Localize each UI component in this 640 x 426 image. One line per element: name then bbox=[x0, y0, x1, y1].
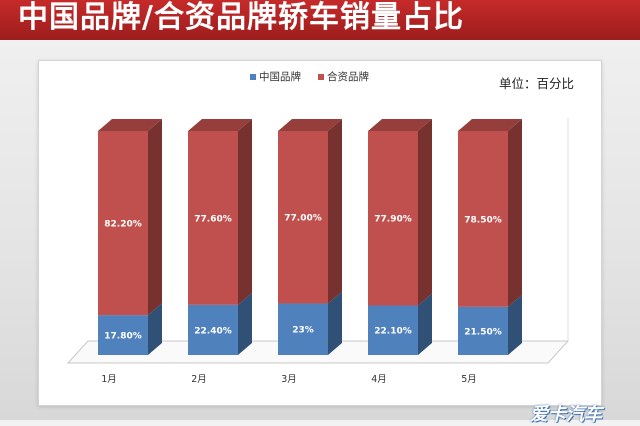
data-label-jv-1: 82.20% bbox=[104, 220, 142, 230]
bar-side-jv-3 bbox=[328, 119, 342, 304]
page-title: 中国品牌/合资品牌轿车销量占比 bbox=[18, 0, 464, 35]
bar-side-jv-5 bbox=[508, 119, 522, 307]
data-label-jv-3: 77.00% bbox=[284, 214, 322, 224]
bar-side-china-5 bbox=[508, 294, 522, 355]
bar-side-china-2 bbox=[238, 292, 252, 355]
bar-side-jv-1 bbox=[148, 119, 162, 316]
bar-jv-4 bbox=[368, 131, 418, 306]
category-label-1: 1月 bbox=[101, 374, 117, 385]
bar-jv-3 bbox=[278, 131, 328, 304]
data-label-jv-4: 77.90% bbox=[374, 215, 412, 225]
data-label-china-5: 21.50% bbox=[464, 327, 502, 337]
bar-side-china-3 bbox=[328, 291, 342, 355]
category-label-4: 4月 bbox=[371, 374, 387, 385]
title-banner: 中国品牌/合资品牌轿车销量占比 bbox=[0, 0, 640, 40]
bar-top-5 bbox=[458, 119, 522, 131]
legend-swatch-2 bbox=[318, 74, 324, 80]
category-label-5: 5月 bbox=[461, 374, 477, 385]
watermark-logo: 爱卡汽车 bbox=[530, 404, 602, 425]
legend-label-1: 中国品牌 bbox=[259, 70, 301, 83]
category-label-3: 3月 bbox=[281, 374, 297, 385]
unit-label: 单位：百分比 bbox=[499, 76, 574, 91]
data-label-china-2: 22.40% bbox=[194, 326, 232, 336]
legend-label-2: 合资品牌 bbox=[327, 70, 369, 83]
data-label-china-3: 23% bbox=[292, 326, 314, 336]
data-label-jv-5: 78.50% bbox=[464, 215, 502, 225]
bar-china-4 bbox=[368, 305, 418, 355]
legend-swatch-1 bbox=[250, 74, 256, 80]
bar-jv-1 bbox=[98, 131, 148, 316]
bar-side-jv-4 bbox=[418, 119, 432, 306]
category-label-2: 2月 bbox=[191, 374, 207, 385]
bar-china-1 bbox=[98, 315, 148, 355]
bar-side-china-4 bbox=[418, 293, 432, 355]
bar-top-1 bbox=[98, 119, 162, 131]
bar-china-2 bbox=[188, 304, 238, 355]
bar-top-2 bbox=[188, 119, 252, 131]
bar-side-china-1 bbox=[148, 303, 162, 355]
bar-china-3 bbox=[278, 303, 328, 355]
data-label-china-1: 17.80% bbox=[104, 332, 142, 342]
bar-top-3 bbox=[278, 119, 342, 131]
bar-top-4 bbox=[368, 119, 432, 131]
bar-side-jv-2 bbox=[238, 119, 252, 305]
bar-jv-2 bbox=[188, 131, 238, 305]
bar-china-5 bbox=[458, 306, 508, 355]
data-label-jv-2: 77.60% bbox=[194, 214, 232, 224]
bar-jv-5 bbox=[458, 131, 508, 307]
data-label-china-4: 22.10% bbox=[374, 327, 412, 337]
